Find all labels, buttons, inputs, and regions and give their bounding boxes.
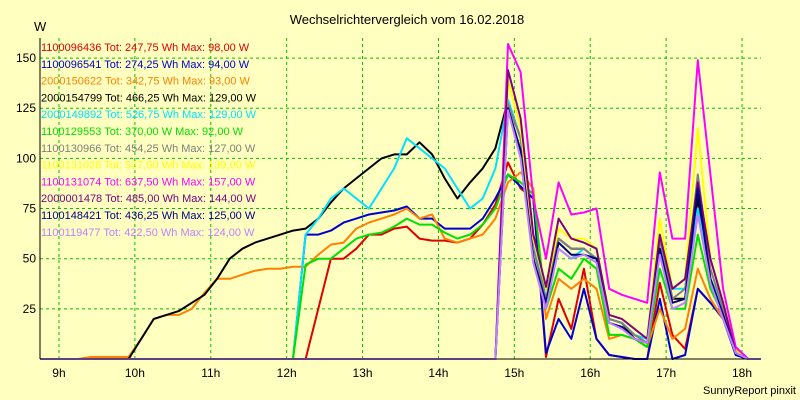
x-tick-label: 16h [580, 366, 600, 380]
x-tick-label: 13h [353, 366, 373, 380]
x-tick-label: 10h [125, 366, 145, 380]
y-tick-label: 125 [16, 101, 36, 115]
y-tick-label: 100 [16, 151, 36, 165]
y-axis-label: W [34, 19, 47, 34]
legend-entry-4: 2000154799 Tot: 466,25 Wh Max: 129,00 W [41, 92, 257, 104]
legend-entry-3: 2000150622 Tot: 342,75 Wh Max: 93,00 W [41, 76, 251, 88]
legend-entry-5: 2000149892 Tot: 526,75 Wh Max: 129,00 W [41, 109, 257, 121]
x-tick-label: 18h [732, 366, 752, 380]
y-tick-label: 50 [23, 252, 37, 266]
legend-entry-11: 1100148421 Tot: 436,25 Wh Max: 125,00 W [41, 210, 256, 222]
legend-entry-6: 1100129553 Tot: 370,00 W Max: 92,00 W [41, 126, 244, 138]
x-tick-label: 12h [277, 366, 297, 380]
legend-entry-2: 1100096541 Tot: 274,25 Wh Max: 94,00 W [41, 59, 250, 71]
x-tick-label: 17h [656, 366, 676, 380]
footer-credit: SunnyReport pinxit [703, 385, 796, 397]
y-tick-label: 25 [23, 302, 37, 316]
x-tick-label: 9h [52, 366, 65, 380]
legend: 1100096436 Tot: 247,75 Wh Max: 98,00 W 11… [41, 42, 257, 239]
chart-title: Wechselrichtervergleich vom 16.02.2018 [290, 12, 525, 27]
axes [39, 38, 761, 360]
x-tick-label: 14h [428, 366, 448, 380]
legend-entry-1: 1100096436 Tot: 247,75 Wh Max: 98,00 W [41, 42, 250, 54]
legend-entry-8: 1100131028 Tot: 527,50 Wh Max: 139,00 W [41, 160, 256, 172]
legend-entry-10: 2000001478 Tot: 485,00 Wh Max: 144,00 W [41, 193, 257, 205]
x-tick-label: 11h [201, 366, 220, 380]
legend-entry-7: 1100130966 Tot: 454,25 Wh Max: 127,00 W [41, 143, 256, 155]
y-tick-labels: 25 50 75 100 125 150 [16, 51, 36, 316]
y-tick-label: 150 [16, 51, 36, 65]
y-tick-label: 75 [23, 202, 37, 216]
x-tick-labels: 9h 10h 11h 12h 13h 14h 15h 16h 17h 18h [52, 366, 752, 380]
legend-entry-9: 1100131074 Tot: 637,50 Wh Max: 157,00 W [41, 176, 256, 188]
x-tick-label: 15h [504, 366, 524, 380]
legend-entry-12: 1100119477 Tot: 422,50 Wh Max: 124,00 W [41, 227, 255, 239]
